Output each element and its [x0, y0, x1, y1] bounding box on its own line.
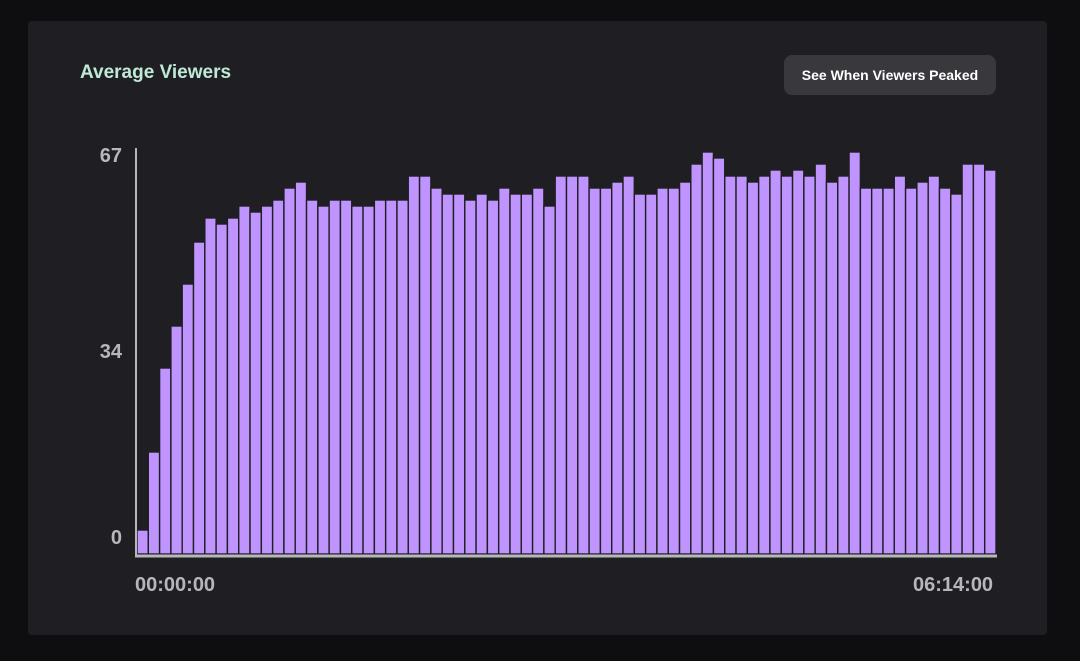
bar[interactable]	[441, 193, 455, 555]
bar[interactable]	[622, 175, 636, 555]
bar[interactable]	[271, 199, 285, 555]
bar[interactable]	[588, 187, 602, 555]
bar[interactable]	[678, 181, 692, 555]
bar[interactable]	[735, 175, 749, 555]
bar[interactable]	[509, 193, 522, 555]
bar[interactable]	[961, 163, 975, 555]
bar[interactable]	[611, 181, 624, 555]
bar[interactable]	[351, 205, 364, 555]
bar[interactable]	[577, 175, 590, 555]
bar[interactable]	[192, 241, 206, 555]
bar[interactable]	[938, 187, 952, 555]
bar[interactable]	[407, 175, 421, 555]
bar[interactable]	[486, 199, 500, 555]
bar[interactable]	[769, 169, 782, 555]
bar[interactable]	[226, 217, 240, 555]
y-tick-max: 67	[99, 145, 122, 167]
bar[interactable]	[814, 163, 828, 555]
bar[interactable]	[531, 187, 545, 555]
bar[interactable]	[667, 187, 681, 555]
bar[interactable]	[565, 175, 579, 555]
bar[interactable]	[701, 151, 715, 555]
bar[interactable]	[746, 181, 760, 555]
bar[interactable]	[656, 187, 669, 555]
bar[interactable]	[373, 199, 387, 555]
bar[interactable]	[870, 187, 884, 555]
bar[interactable]	[712, 157, 726, 555]
bar[interactable]	[543, 205, 556, 555]
bar[interactable]	[249, 211, 263, 555]
bar[interactable]	[452, 193, 466, 555]
bar[interactable]	[158, 367, 172, 555]
bar[interactable]	[757, 175, 771, 555]
bar[interactable]	[147, 451, 161, 555]
bar[interactable]	[837, 175, 850, 555]
bar[interactable]	[984, 169, 997, 555]
bar[interactable]	[916, 181, 929, 555]
bar[interactable]	[181, 283, 195, 555]
bar[interactable]	[633, 193, 647, 555]
bar[interactable]	[554, 175, 568, 555]
bar-series	[136, 151, 997, 555]
bar[interactable]	[803, 175, 816, 555]
bar[interactable]	[283, 187, 296, 555]
bar[interactable]	[780, 175, 794, 555]
bar[interactable]	[238, 205, 251, 555]
bar[interactable]	[418, 175, 432, 555]
bar[interactable]	[791, 169, 805, 555]
bar[interactable]	[317, 205, 330, 555]
bar[interactable]	[882, 187, 895, 555]
bar[interactable]	[464, 199, 477, 555]
bar[interactable]	[599, 187, 613, 555]
bar[interactable]	[927, 175, 941, 555]
bar[interactable]	[904, 187, 918, 555]
bar[interactable]	[328, 199, 342, 555]
y-tick-mid: 34	[99, 341, 122, 363]
see-peak-button[interactable]: See When Viewers Peaked	[784, 55, 996, 95]
bar[interactable]	[396, 199, 409, 555]
x-tick-end: 06:14:00	[913, 574, 994, 596]
bar[interactable]	[520, 193, 534, 555]
bar[interactable]	[362, 205, 376, 555]
bar[interactable]	[644, 193, 658, 555]
bar[interactable]	[972, 163, 986, 555]
bar[interactable]	[294, 181, 308, 555]
bar[interactable]	[825, 181, 839, 555]
bar[interactable]	[848, 151, 862, 555]
bar[interactable]	[893, 175, 907, 555]
chart-title: Average Viewers	[80, 62, 232, 83]
bar[interactable]	[724, 175, 737, 555]
bar[interactable]	[384, 199, 398, 555]
bar[interactable]	[497, 187, 511, 555]
bar[interactable]	[136, 529, 150, 555]
bar[interactable]	[305, 199, 319, 555]
bar[interactable]	[204, 217, 217, 555]
bar[interactable]	[475, 193, 489, 555]
x-tick-start: 00:00:00	[135, 574, 216, 596]
bar[interactable]	[260, 205, 274, 555]
bar[interactable]	[170, 325, 183, 555]
bar[interactable]	[690, 163, 703, 555]
bar[interactable]	[859, 187, 873, 555]
y-tick-min: 0	[110, 527, 122, 549]
bar[interactable]	[430, 187, 443, 555]
bar[interactable]	[215, 223, 229, 555]
bar[interactable]	[950, 193, 963, 555]
bar[interactable]	[339, 199, 353, 555]
